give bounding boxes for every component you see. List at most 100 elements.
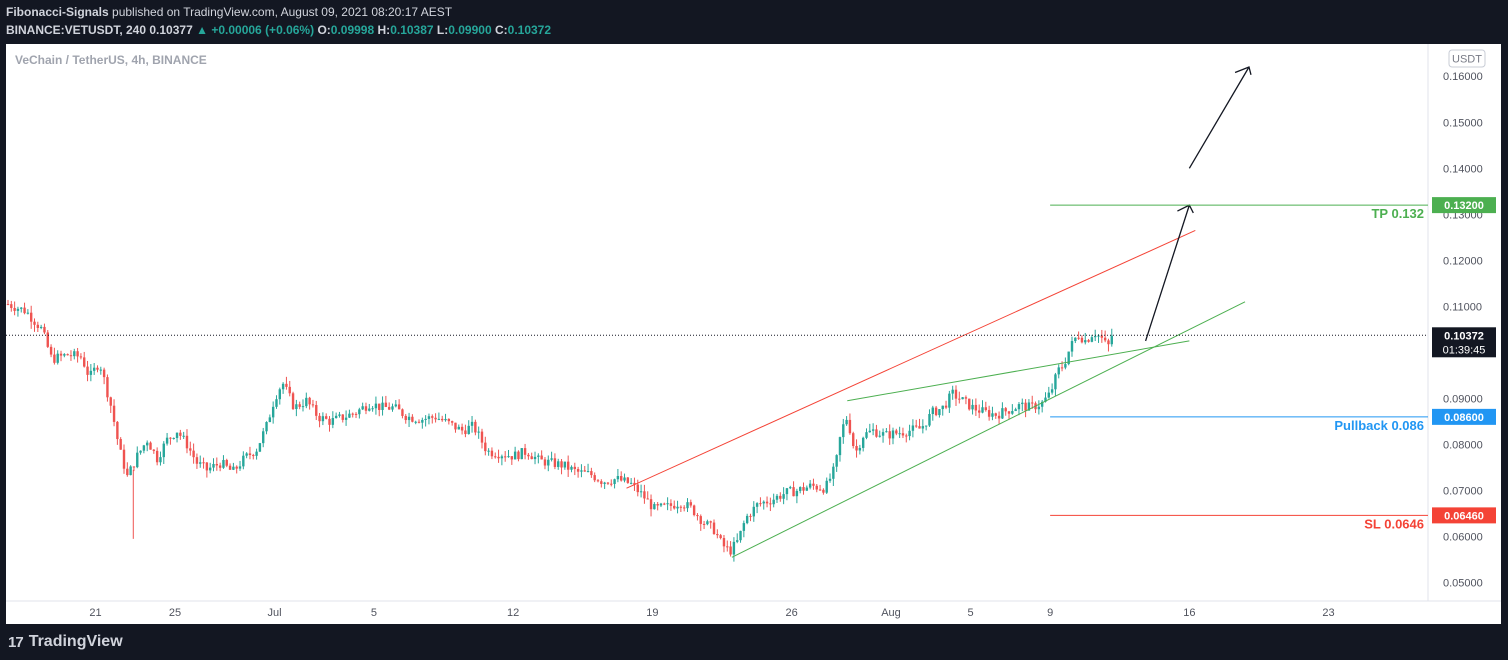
candle-body — [1011, 411, 1014, 414]
candle-body — [364, 406, 368, 411]
candle-body — [169, 437, 172, 439]
currency-badge-box[interactable] — [1448, 49, 1486, 68]
candle-body — [679, 506, 683, 508]
candle-body — [185, 435, 189, 449]
candle-body — [928, 414, 931, 426]
tradingview-logo-text: TradingView — [28, 633, 123, 650]
tradingview-logo[interactable]: 17 TradingView — [8, 633, 123, 651]
candle-body — [543, 459, 547, 466]
candle-body — [344, 417, 348, 420]
candle-body — [447, 418, 451, 422]
candle-body — [457, 426, 460, 430]
candle-body — [411, 416, 414, 422]
candle-body — [550, 458, 553, 460]
candle-body — [596, 480, 600, 482]
y-tick-label: 0.11000 — [1443, 301, 1482, 313]
candle-body — [656, 504, 659, 506]
candle-body — [785, 488, 789, 495]
candle-body — [1004, 408, 1007, 412]
candle-body — [828, 478, 832, 481]
candle-body — [523, 448, 527, 455]
candle-body — [739, 530, 742, 541]
candle-body — [404, 415, 407, 421]
candle-body — [570, 466, 573, 470]
candle-body — [139, 450, 142, 453]
lower-trendline — [731, 301, 1246, 558]
candle-body — [192, 450, 195, 458]
candles — [6, 299, 1113, 562]
candle-body — [235, 466, 238, 469]
price-chart[interactable]: VeChain / TetherUS, 4h, BINANCE USDT 0.1… — [6, 44, 1501, 624]
price-axis[interactable]: 0.160000.150000.140000.130000.120000.110… — [1443, 71, 1483, 589]
candle-body — [971, 404, 974, 410]
countdown-timer: 01:39:45 — [1443, 344, 1486, 356]
candle-body — [852, 433, 855, 447]
candle-body — [779, 495, 782, 499]
chart-area[interactable]: VeChain / TetherUS, 4h, BINANCE USDT 0.1… — [6, 44, 1501, 624]
projection-arrow-1 — [1144, 204, 1190, 342]
candle-body — [822, 489, 825, 493]
candle-body — [580, 470, 583, 472]
candle-body — [510, 456, 514, 460]
candle-body — [427, 416, 431, 419]
time-axis[interactable]: 21 25 Jul 5 12 19 26 Aug 5 9 16 23 — [89, 607, 1334, 619]
candle-body — [964, 397, 968, 399]
candle-body — [1001, 408, 1004, 419]
candle-body — [934, 407, 938, 416]
candle-body — [86, 366, 89, 375]
candle-body — [606, 482, 610, 484]
current-price-badge: 0.10372 — [1444, 330, 1484, 342]
candle-body — [560, 461, 563, 468]
candle-body — [835, 455, 838, 467]
candle-body — [155, 450, 159, 463]
candle-body — [397, 404, 401, 410]
candle-body — [288, 386, 291, 394]
candle-body — [905, 435, 908, 437]
candle-body — [1040, 401, 1044, 407]
candle-body — [842, 424, 845, 438]
candle-body — [494, 456, 497, 458]
candle-body — [487, 450, 490, 452]
candle-body — [450, 421, 454, 423]
candle-body — [175, 432, 179, 438]
candle-body — [301, 406, 305, 408]
pullback-badge: 0.08600 — [1444, 412, 1484, 424]
candle-body — [142, 445, 146, 451]
candle-body — [861, 437, 865, 448]
candle-body — [769, 503, 772, 505]
candle-body — [195, 457, 199, 464]
candle-body — [686, 502, 689, 509]
candle-body — [808, 483, 812, 488]
candle-body — [215, 463, 219, 466]
candle-body — [291, 393, 295, 410]
candle-body — [977, 410, 981, 413]
candle-body — [305, 397, 308, 407]
currency-badge[interactable]: USDT — [1452, 54, 1482, 66]
candle-body — [1107, 340, 1110, 345]
candle-body — [454, 422, 457, 430]
candle-body — [381, 402, 384, 411]
x-tick-label: 16 — [1183, 607, 1195, 619]
candle-body — [732, 541, 736, 555]
x-tick-label: 26 — [785, 607, 797, 619]
candle-body — [179, 432, 182, 436]
candle-body — [16, 308, 20, 311]
y-tick-label: 0.05000 — [1443, 578, 1483, 590]
candle-body — [696, 515, 699, 517]
candle-body — [76, 351, 79, 357]
chart-header: Fibonacci-Signals published on TradingVi… — [0, 0, 1508, 40]
candle-body — [26, 312, 30, 314]
candle-body — [1060, 367, 1064, 369]
candle-body — [639, 491, 643, 493]
author-name[interactable]: Fibonacci-Signals — [6, 5, 109, 19]
candle-body — [119, 439, 122, 450]
candle-body — [795, 490, 799, 497]
candle-body — [759, 503, 762, 505]
candle-body — [530, 456, 533, 460]
candle-body — [6, 304, 10, 306]
high-label: H: — [377, 23, 391, 37]
candle-body — [182, 435, 185, 437]
drawings — [6, 66, 1428, 558]
candle-body — [699, 516, 702, 524]
candle-body — [1007, 411, 1011, 414]
